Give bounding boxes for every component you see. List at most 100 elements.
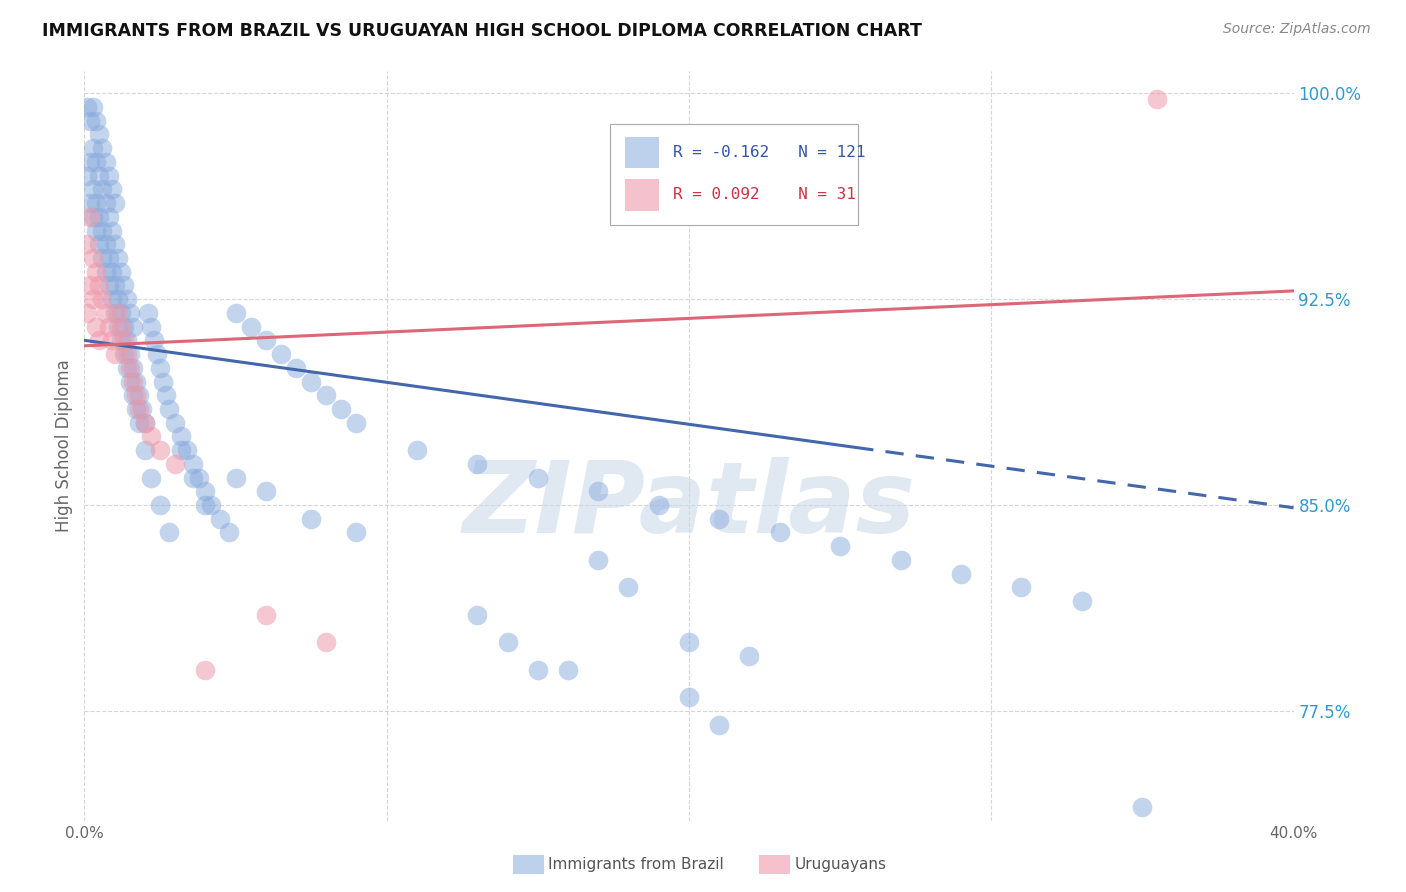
Point bbox=[170, 429, 193, 443]
Point bbox=[149, 443, 172, 458]
Point bbox=[315, 635, 337, 649]
Point bbox=[97, 169, 120, 183]
Point bbox=[100, 265, 122, 279]
Point bbox=[136, 306, 159, 320]
Point bbox=[97, 319, 120, 334]
FancyBboxPatch shape bbox=[610, 124, 858, 225]
Point bbox=[1146, 92, 1168, 106]
Point bbox=[94, 265, 117, 279]
Point bbox=[89, 334, 111, 348]
Point bbox=[125, 401, 148, 416]
Point bbox=[496, 635, 519, 649]
Point bbox=[194, 498, 217, 512]
Point bbox=[91, 141, 114, 155]
Point bbox=[769, 525, 792, 540]
Bar bbox=[624, 136, 659, 168]
Point bbox=[107, 251, 129, 265]
Point bbox=[709, 512, 731, 526]
Point bbox=[79, 113, 101, 128]
Point bbox=[330, 401, 353, 416]
Point bbox=[89, 278, 111, 293]
Point bbox=[94, 306, 117, 320]
Point bbox=[157, 401, 180, 416]
Point bbox=[165, 416, 187, 430]
Point bbox=[107, 292, 129, 306]
Point bbox=[100, 334, 122, 348]
Point bbox=[104, 196, 127, 211]
Point bbox=[86, 319, 108, 334]
Text: R = 0.092    N = 31: R = 0.092 N = 31 bbox=[673, 187, 856, 202]
Point bbox=[181, 457, 204, 471]
Point bbox=[200, 498, 222, 512]
Point bbox=[91, 251, 114, 265]
Point bbox=[157, 525, 180, 540]
Point bbox=[107, 306, 129, 320]
Point bbox=[110, 334, 132, 348]
Bar bbox=[624, 179, 659, 211]
Point bbox=[950, 566, 973, 581]
Point bbox=[89, 210, 111, 224]
Point bbox=[121, 375, 143, 389]
Point bbox=[121, 388, 143, 402]
Point bbox=[125, 388, 148, 402]
Point bbox=[254, 334, 277, 348]
Point bbox=[225, 306, 247, 320]
Text: ZIPatlas: ZIPatlas bbox=[463, 458, 915, 555]
Point bbox=[1130, 800, 1153, 814]
Point bbox=[118, 375, 141, 389]
Point bbox=[134, 443, 156, 458]
Text: Source: ZipAtlas.com: Source: ZipAtlas.com bbox=[1223, 22, 1371, 37]
Point bbox=[76, 237, 98, 252]
Point bbox=[91, 182, 114, 196]
Point bbox=[110, 319, 132, 334]
Point bbox=[86, 113, 108, 128]
Point bbox=[152, 375, 174, 389]
Point bbox=[89, 169, 111, 183]
Point bbox=[86, 155, 108, 169]
Point bbox=[76, 169, 98, 183]
Point bbox=[557, 663, 579, 677]
Point bbox=[139, 470, 162, 484]
Point bbox=[131, 401, 153, 416]
Point bbox=[115, 334, 138, 348]
Point bbox=[82, 141, 104, 155]
Point bbox=[527, 663, 550, 677]
Point bbox=[104, 306, 127, 320]
Point bbox=[467, 607, 489, 622]
Point bbox=[110, 265, 132, 279]
Point bbox=[91, 292, 114, 306]
Y-axis label: High School Diploma: High School Diploma bbox=[55, 359, 73, 533]
Point bbox=[346, 416, 368, 430]
Point bbox=[91, 223, 114, 237]
Text: Immigrants from Brazil: Immigrants from Brazil bbox=[548, 857, 724, 871]
Point bbox=[1071, 594, 1094, 608]
Text: Uruguayans: Uruguayans bbox=[794, 857, 886, 871]
Point bbox=[139, 319, 162, 334]
Point bbox=[118, 347, 141, 361]
Point bbox=[315, 388, 337, 402]
Point bbox=[270, 347, 292, 361]
Point bbox=[188, 470, 211, 484]
Point bbox=[254, 484, 277, 499]
Point bbox=[254, 607, 277, 622]
Point bbox=[527, 470, 550, 484]
Point bbox=[176, 443, 198, 458]
Point bbox=[128, 401, 150, 416]
Point bbox=[112, 334, 135, 348]
Text: R = -0.162   N = 121: R = -0.162 N = 121 bbox=[673, 145, 866, 160]
Point bbox=[115, 292, 138, 306]
Point bbox=[118, 360, 141, 375]
Point bbox=[112, 347, 135, 361]
Point bbox=[86, 265, 108, 279]
Point bbox=[467, 457, 489, 471]
Point bbox=[155, 388, 177, 402]
Point bbox=[112, 319, 135, 334]
Point bbox=[299, 375, 322, 389]
Point bbox=[239, 319, 262, 334]
Point bbox=[76, 306, 98, 320]
Point bbox=[165, 457, 187, 471]
Point bbox=[79, 210, 101, 224]
Point bbox=[134, 416, 156, 430]
Point bbox=[170, 443, 193, 458]
Point bbox=[346, 525, 368, 540]
